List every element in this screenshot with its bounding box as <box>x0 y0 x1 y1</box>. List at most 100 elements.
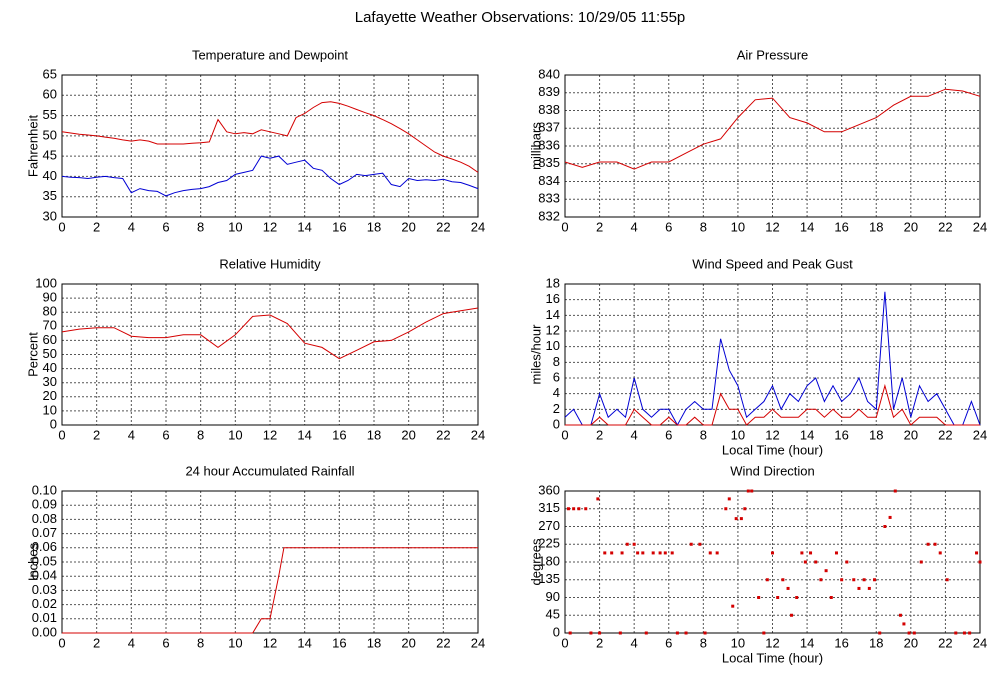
data-point <box>968 631 972 635</box>
x-tick-label: 20 <box>904 427 918 442</box>
x-tick-label: 14 <box>800 219 814 234</box>
y-tick-label: 0.00 <box>32 624 57 639</box>
data-point <box>786 586 790 590</box>
data-point <box>568 631 572 635</box>
plot-frame <box>61 74 479 218</box>
data-point <box>684 631 688 635</box>
data-point <box>945 578 949 582</box>
data-point <box>698 542 702 546</box>
data-point <box>731 604 735 608</box>
chart-panel: Air Pressure millibars 832 833 834 835 836 837 8… <box>528 47 987 234</box>
x-tick-label: 12 <box>263 635 277 650</box>
data-point <box>762 631 766 635</box>
y-tick-label: 10 <box>546 338 560 353</box>
x-tick-label: 0 <box>58 635 65 650</box>
data-point <box>577 507 581 511</box>
x-tick-label: 18 <box>367 219 381 234</box>
x-tick-label: 24 <box>471 219 485 234</box>
data-point <box>975 551 979 555</box>
x-tick-label: 0 <box>561 635 568 650</box>
x-tick-label: 4 <box>631 219 638 234</box>
data-line <box>564 88 981 170</box>
y-tick-label: 835 <box>538 155 560 170</box>
chart-panel: Temperature and DewpointFahrenheit303540… <box>25 47 485 234</box>
x-tick-label: 20 <box>401 219 415 234</box>
y-tick-label: 840 <box>538 66 560 81</box>
plot-frame <box>61 283 479 426</box>
y-tick-label: 50 <box>43 346 57 361</box>
data-point <box>675 631 679 635</box>
x-axis-label: Local Time (hour) <box>722 650 823 665</box>
y-axis-label: degrees <box>528 538 543 585</box>
y-tick-label: 0 <box>553 416 560 431</box>
x-tick-label: 12 <box>263 427 277 442</box>
x-tick-label: 22 <box>436 219 450 234</box>
x-tick-label: 0 <box>58 427 65 442</box>
x-tick-label: 8 <box>700 635 707 650</box>
data-point <box>938 551 942 555</box>
x-tick-label: 2 <box>596 427 603 442</box>
x-tick-label: 2 <box>596 219 603 234</box>
x-tick-label: 16 <box>834 219 848 234</box>
plot-frame <box>564 283 981 426</box>
y-tick-label: 0.01 <box>32 610 57 625</box>
x-tick-label: 22 <box>938 427 952 442</box>
y-tick-label: 16 <box>546 291 560 306</box>
x-tick-label: 24 <box>973 219 987 234</box>
y-tick-label: 100 <box>35 275 57 290</box>
data-point <box>724 507 728 511</box>
x-tick-label: 20 <box>401 635 415 650</box>
x-tick-label: 12 <box>765 635 779 650</box>
data-point <box>978 560 982 564</box>
data-point <box>824 569 828 573</box>
y-axis-label: miles/hour <box>528 324 543 385</box>
y-tick-label: 45 <box>546 607 560 622</box>
y-tick-label: 315 <box>538 500 560 515</box>
y-tick-label: 45 <box>43 148 57 163</box>
y-axis-label: Percent <box>25 332 40 377</box>
data-point <box>596 497 600 501</box>
data-point <box>727 497 731 501</box>
data-point <box>962 631 966 635</box>
y-tick-label: 90 <box>43 290 57 305</box>
x-tick-label: 18 <box>367 427 381 442</box>
chart-panel: 24 hour Accumulated RainfallInches0.000.… <box>25 463 485 650</box>
x-tick-label: 6 <box>665 635 672 650</box>
x-tick-label: 6 <box>162 635 169 650</box>
y-tick-label: 834 <box>538 173 560 188</box>
y-tick-label: 0 <box>50 416 57 431</box>
x-tick-label: 24 <box>471 635 485 650</box>
x-tick-label: 8 <box>197 219 204 234</box>
data-point <box>883 525 887 528</box>
data-point <box>873 578 877 582</box>
data-point <box>703 631 707 635</box>
data-point <box>771 551 774 555</box>
x-tick-label: 14 <box>800 427 814 442</box>
data-point <box>757 596 761 599</box>
x-tick-label: 20 <box>904 219 918 234</box>
data-point <box>800 551 804 555</box>
chart-panel: Relative HumidityPercent0102030405060708… <box>25 256 485 442</box>
data-point <box>603 551 607 555</box>
plot-frame <box>564 74 981 218</box>
data-point <box>598 631 602 635</box>
y-axis-label: Inches <box>25 542 40 581</box>
data-point <box>658 551 662 555</box>
y-tick-label: 10 <box>43 402 57 417</box>
y-tick-label: 90 <box>546 589 560 604</box>
data-point <box>862 578 866 582</box>
data-point <box>670 551 674 555</box>
data-point <box>776 596 780 599</box>
data-point <box>819 578 823 582</box>
page-title: Lafayette Weather Observations: 10/29/05… <box>355 9 686 26</box>
y-tick-label: 0.05 <box>32 553 57 568</box>
x-tick-label: 16 <box>332 219 346 234</box>
x-tick-label: 8 <box>700 219 707 234</box>
y-tick-label: 0.02 <box>32 596 57 611</box>
data-point <box>651 551 655 555</box>
y-tick-label: 135 <box>538 571 560 586</box>
y-tick-label: 35 <box>43 188 57 203</box>
x-tick-label: 6 <box>665 219 672 234</box>
data-point <box>809 551 813 555</box>
